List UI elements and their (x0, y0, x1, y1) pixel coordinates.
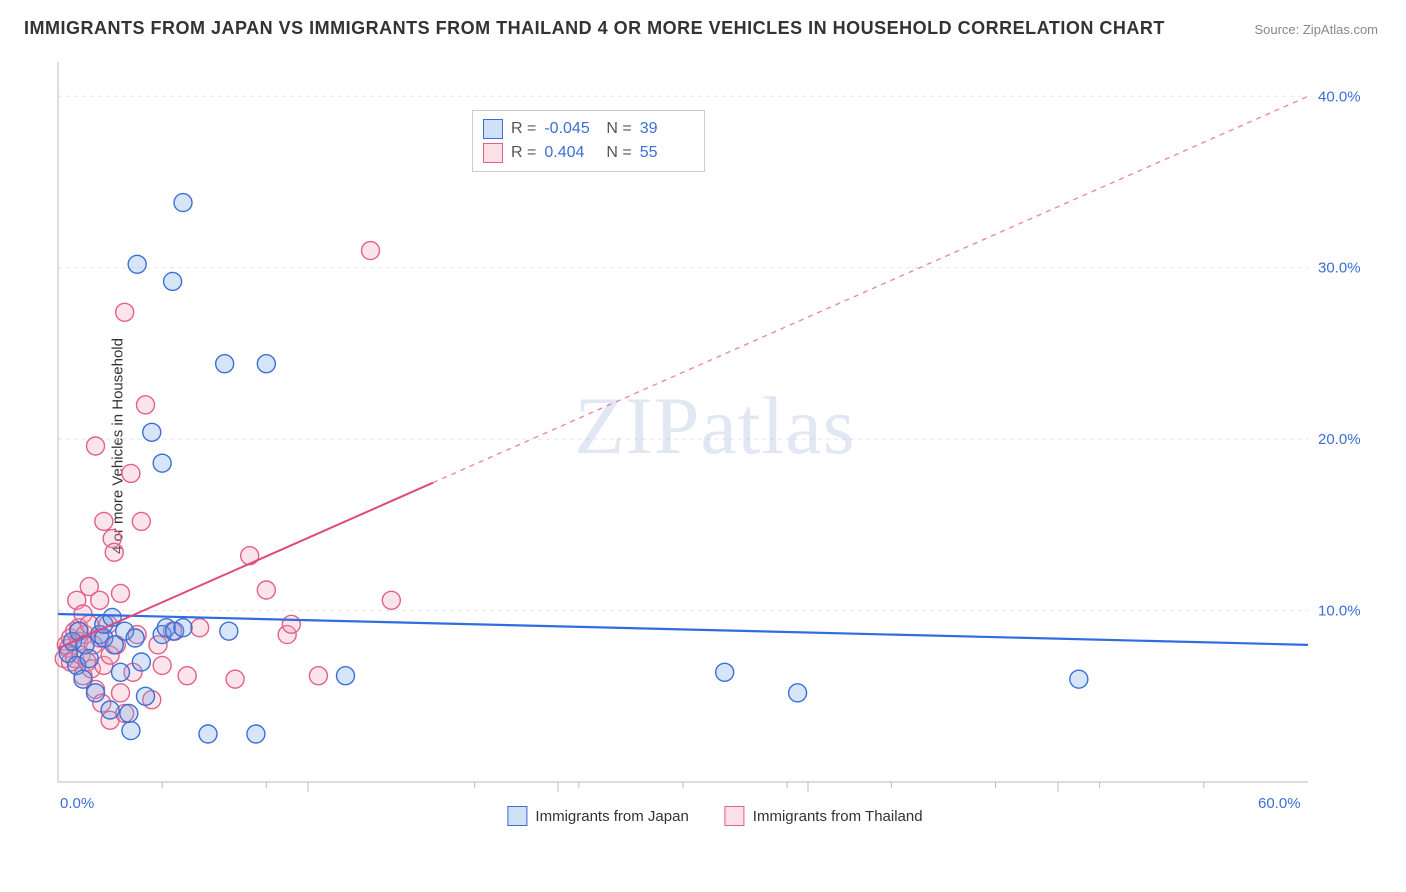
svg-text:60.0%: 60.0% (1258, 795, 1301, 812)
stats-box: R = -0.045 N = 39 R = 0.404 N = 55 (472, 110, 705, 172)
chart-area: 10.0%20.0%30.0%40.0%0.0%60.0% ZIPatlas R… (52, 52, 1378, 832)
svg-text:30.0%: 30.0% (1318, 260, 1361, 277)
n-label: N = (606, 144, 631, 162)
source-label: Source: ZipAtlas.com (1254, 22, 1378, 37)
stats-row-japan: R = -0.045 N = 39 (483, 117, 694, 141)
legend-label-japan: Immigrants from Japan (535, 808, 688, 825)
chart-title: IMMIGRANTS FROM JAPAN VS IMMIGRANTS FROM… (24, 18, 1165, 39)
svg-text:20.0%: 20.0% (1318, 431, 1361, 448)
r-value-japan: -0.045 (544, 120, 598, 138)
stats-row-thailand: R = 0.404 N = 55 (483, 141, 694, 165)
legend-swatch-japan (507, 806, 527, 826)
scatter-plot-svg: 10.0% 20.0% 30.0% 40.0% 0.0% 60.0% (52, 52, 1378, 832)
svg-text:0.0%: 0.0% (60, 795, 94, 812)
legend-label-thailand: Immigrants from Thailand (753, 808, 923, 825)
svg-text:10.0%: 10.0% (1318, 603, 1361, 620)
r-label: R = (511, 144, 536, 162)
svg-text:40.0%: 40.0% (1318, 88, 1361, 105)
legend-swatch-thailand (725, 806, 745, 826)
r-value-thailand: 0.404 (544, 144, 598, 162)
n-value-thailand: 55 (640, 144, 694, 162)
r-label: R = (511, 120, 536, 138)
swatch-thailand (483, 143, 503, 163)
bottom-legend: Immigrants from Japan Immigrants from Th… (507, 806, 922, 826)
n-value-japan: 39 (640, 120, 694, 138)
n-label: N = (606, 120, 631, 138)
legend-item-japan: Immigrants from Japan (507, 806, 688, 826)
swatch-japan (483, 119, 503, 139)
legend-item-thailand: Immigrants from Thailand (725, 806, 923, 826)
